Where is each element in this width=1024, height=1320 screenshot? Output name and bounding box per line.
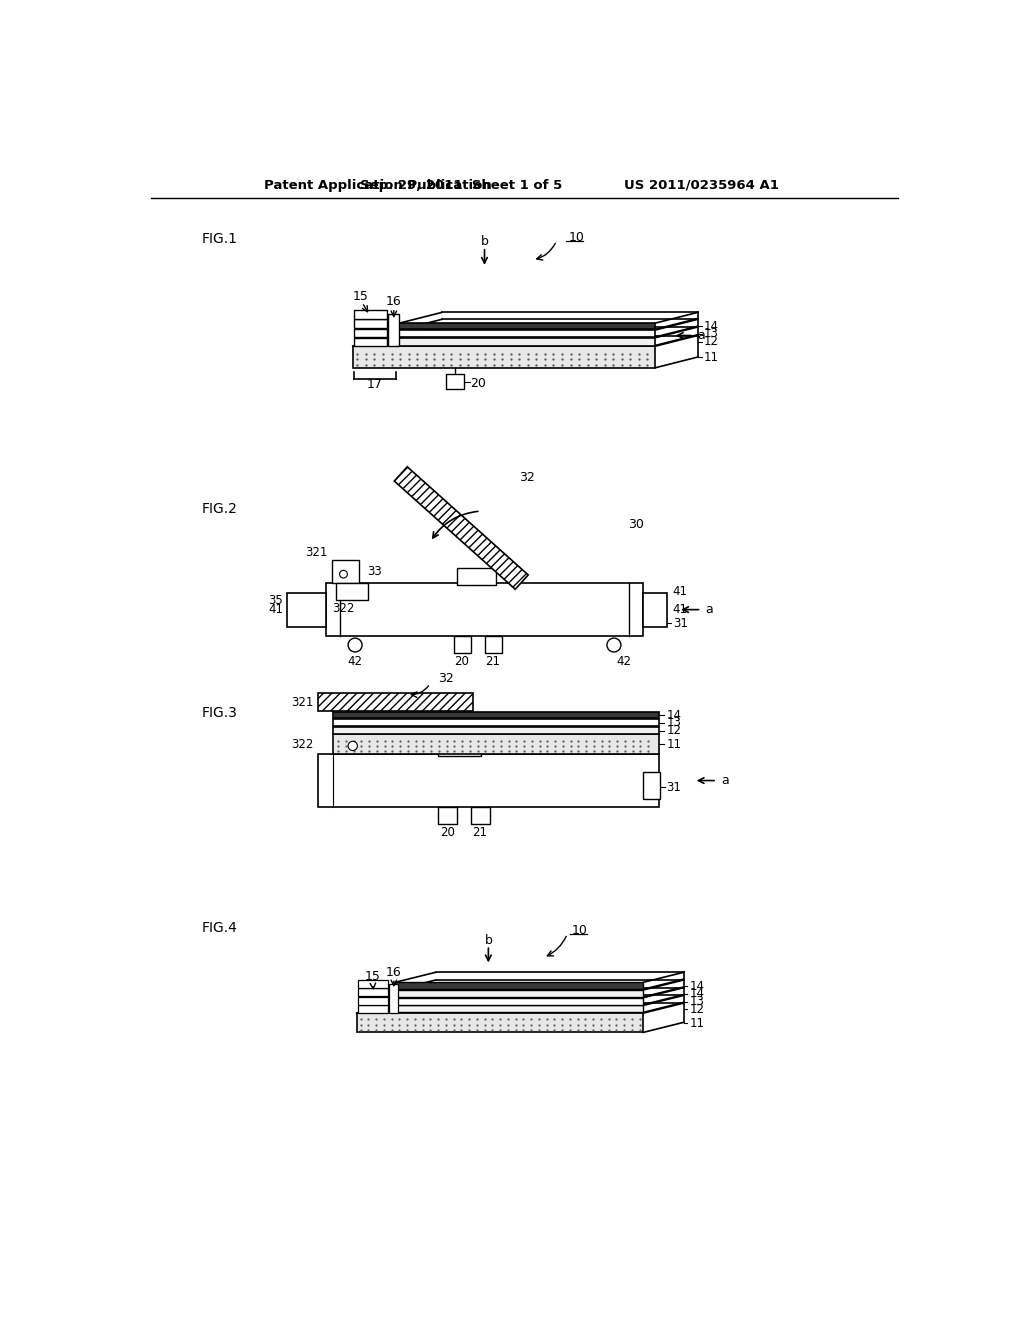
Text: 321: 321	[305, 546, 328, 560]
Text: a: a	[697, 329, 706, 342]
Bar	[358, 979, 388, 987]
Bar	[317, 755, 658, 807]
Text: 13: 13	[703, 327, 719, 341]
Text: 35: 35	[268, 594, 283, 607]
Text: 15: 15	[352, 289, 369, 302]
Circle shape	[348, 638, 362, 652]
Bar	[354, 319, 387, 327]
Bar	[454, 636, 471, 653]
Bar	[334, 727, 658, 734]
Text: 17: 17	[367, 379, 382, 391]
Text: FIG.3: FIG.3	[202, 706, 238, 719]
Text: 11: 11	[667, 738, 682, 751]
Bar	[354, 338, 387, 346]
Bar	[352, 346, 655, 368]
Text: 14: 14	[703, 319, 719, 333]
Text: 32: 32	[438, 672, 454, 685]
Text: 32: 32	[519, 471, 535, 484]
Bar	[471, 807, 489, 824]
Bar	[334, 711, 658, 718]
Text: FIG.4: FIG.4	[202, 921, 238, 936]
Bar	[334, 734, 658, 754]
Bar	[358, 997, 388, 1005]
Text: 21: 21	[485, 656, 501, 668]
Text: b: b	[484, 935, 493, 948]
Bar	[358, 1006, 388, 1014]
Bar	[354, 329, 387, 337]
Bar	[395, 998, 643, 1005]
Text: Patent Application Publication: Patent Application Publication	[263, 178, 492, 191]
Bar	[399, 330, 655, 337]
Bar	[388, 314, 399, 346]
Text: 12: 12	[703, 335, 719, 348]
Bar	[458, 568, 496, 585]
Bar	[334, 719, 658, 726]
Text: 14: 14	[690, 979, 705, 993]
Text: 20: 20	[455, 656, 469, 668]
Text: 14: 14	[690, 987, 705, 1001]
Text: 31: 31	[667, 781, 682, 795]
Bar	[336, 583, 369, 601]
Text: 41: 41	[673, 585, 688, 598]
Bar	[445, 374, 464, 389]
Bar	[354, 310, 387, 318]
Bar	[643, 593, 667, 627]
Text: 31: 31	[673, 616, 688, 630]
Text: 15: 15	[365, 970, 381, 983]
Bar	[399, 323, 655, 330]
Bar	[395, 982, 643, 989]
Text: 33: 33	[367, 565, 382, 578]
Text: 10: 10	[568, 231, 584, 244]
Text: 34: 34	[496, 561, 511, 574]
Text: 321: 321	[292, 696, 314, 709]
Text: 41: 41	[673, 603, 688, 616]
Bar	[395, 1006, 643, 1012]
Text: a: a	[706, 603, 713, 616]
Polygon shape	[394, 467, 528, 589]
Bar	[395, 990, 643, 997]
Text: 20: 20	[440, 826, 455, 840]
Bar	[438, 807, 458, 824]
Text: a: a	[721, 774, 729, 787]
Text: 30: 30	[628, 517, 644, 531]
Text: FIG.2: FIG.2	[202, 502, 238, 516]
Text: 21: 21	[472, 826, 487, 840]
Bar	[389, 983, 398, 1014]
Text: b: b	[480, 235, 488, 248]
Text: 10: 10	[572, 924, 588, 937]
Bar	[326, 583, 643, 636]
Text: US 2011/0235964 A1: US 2011/0235964 A1	[624, 178, 779, 191]
Text: 12: 12	[667, 723, 682, 737]
Bar	[438, 741, 480, 756]
Text: 42: 42	[616, 656, 632, 668]
Bar	[643, 772, 660, 799]
Text: Sep. 29, 2011  Sheet 1 of 5: Sep. 29, 2011 Sheet 1 of 5	[360, 178, 562, 191]
Bar	[484, 636, 502, 653]
Text: 13: 13	[667, 717, 682, 730]
Circle shape	[340, 570, 347, 578]
Text: 11: 11	[690, 1016, 705, 1030]
Circle shape	[348, 742, 357, 751]
Text: 16: 16	[386, 296, 401, 308]
Text: 16: 16	[386, 966, 401, 979]
Bar	[332, 560, 359, 583]
Circle shape	[607, 638, 621, 652]
Text: 322: 322	[292, 738, 314, 751]
Bar	[358, 989, 388, 997]
Text: 322: 322	[332, 602, 354, 615]
Text: 11: 11	[703, 351, 719, 363]
Text: 41: 41	[268, 603, 283, 616]
Bar	[287, 593, 326, 627]
Text: 14: 14	[667, 709, 682, 722]
Text: 20: 20	[471, 376, 486, 389]
Text: 12: 12	[690, 1003, 705, 1016]
Bar	[356, 1014, 643, 1032]
Bar	[399, 338, 655, 346]
Text: 13: 13	[690, 995, 705, 1008]
Text: 42: 42	[347, 656, 362, 668]
Text: FIG.1: FIG.1	[202, 232, 238, 247]
Bar	[317, 693, 473, 711]
